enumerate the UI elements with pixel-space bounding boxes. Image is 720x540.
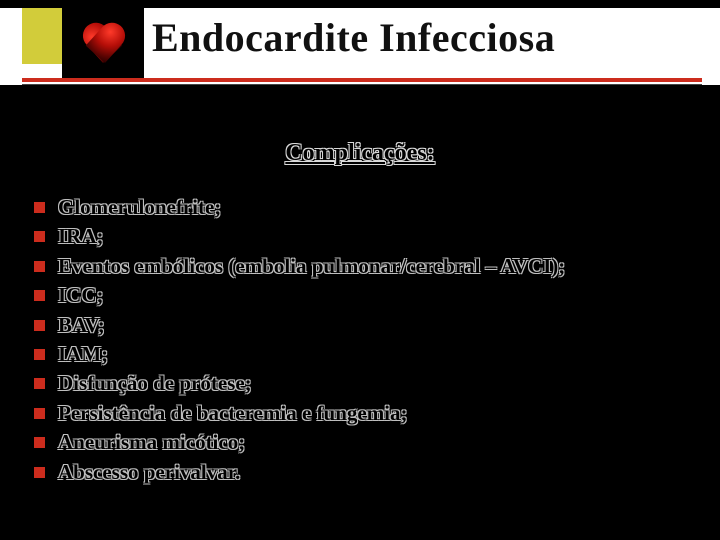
list-item: IRA; xyxy=(34,222,720,251)
slide-header: Endocardite Infecciosa xyxy=(0,0,720,92)
list-item: Eventos embólicos (embolia pulmonar/cere… xyxy=(34,252,720,281)
list-item: ICC; xyxy=(34,281,720,310)
list-item: Abscesso perivalvar. xyxy=(34,458,720,487)
list-item: Glomerulonefrite; xyxy=(34,193,720,222)
complications-list: Glomerulonefrite; IRA; Eventos embólicos… xyxy=(0,193,720,487)
heart-icon-box xyxy=(62,8,144,78)
list-item: Persistência de bacteremia e fungemia; xyxy=(34,399,720,428)
heart-icon xyxy=(79,21,127,65)
slide-body: Complicações: Glomerulonefrite; IRA; Eve… xyxy=(0,92,720,487)
section-subtitle: Complicações: xyxy=(0,140,720,167)
divider-red xyxy=(22,78,702,82)
list-item: Aneurisma micótico; xyxy=(34,428,720,457)
list-item: IAM; xyxy=(34,340,720,369)
accent-block xyxy=(22,8,62,64)
header-top-strip xyxy=(0,0,720,8)
list-item: BAV; xyxy=(34,311,720,340)
list-item: Disfunção de prótese; xyxy=(34,369,720,398)
header-bottom-strip xyxy=(0,85,720,92)
slide-title: Endocardite Infecciosa xyxy=(152,14,555,61)
